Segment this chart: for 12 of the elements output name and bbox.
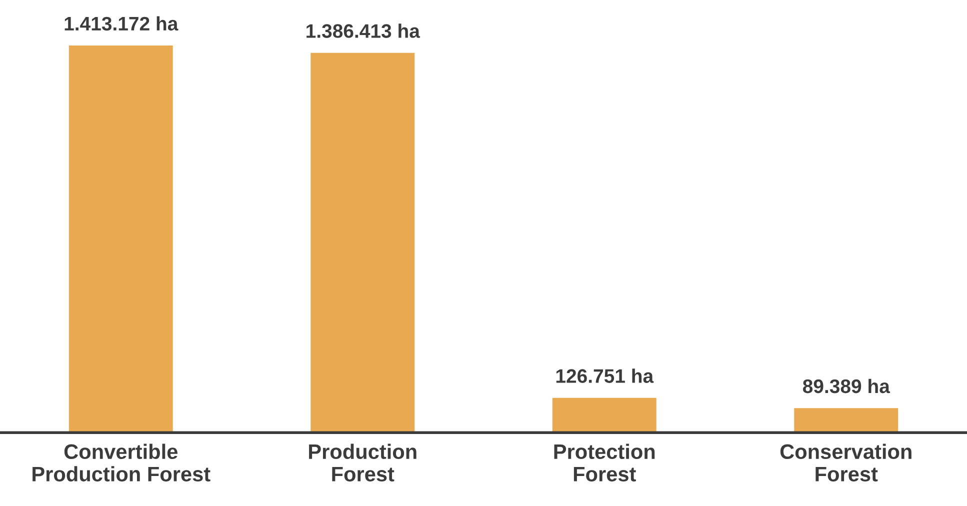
bar [68,46,173,433]
bar [552,398,656,433]
x-tick-label: Protection Forest [554,444,655,482]
x-tick-label: Conservation Forest [780,444,912,482]
data-label: 126.751 ha [556,368,654,383]
x-tick-label: Production Forest [309,444,416,482]
bar [310,52,415,433]
x-tick-label: Convertible Production Forest [32,444,210,482]
data-label: 1.413.172 ha [64,16,178,31]
bar [794,408,898,433]
data-label: 89.389 ha [802,378,890,394]
data-label: 1.386.413 ha [306,24,420,38]
